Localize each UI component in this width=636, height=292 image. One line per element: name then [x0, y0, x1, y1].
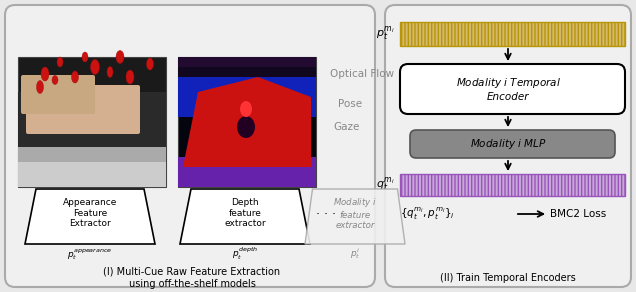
FancyBboxPatch shape	[400, 64, 625, 114]
FancyBboxPatch shape	[410, 130, 615, 158]
Text: (I) Multi-Cue Raw Feature Extraction: (I) Multi-Cue Raw Feature Extraction	[104, 267, 280, 277]
FancyBboxPatch shape	[26, 85, 140, 134]
Ellipse shape	[82, 52, 88, 62]
Text: $p_t^{m_i}$: $p_t^{m_i}$	[377, 25, 395, 43]
Text: Optical Flow: Optical Flow	[330, 69, 394, 79]
Text: Depth
feature
extractor: Depth feature extractor	[224, 198, 266, 228]
FancyBboxPatch shape	[385, 5, 631, 287]
Bar	[400, 22, 625, 46]
Text: $p_t^{i}$: $p_t^{i}$	[350, 246, 360, 261]
Text: Gaze: Gaze	[333, 122, 359, 132]
Text: Modality $i$
feature
extractor: Modality $i$ feature extractor	[333, 196, 377, 230]
Text: $p_t^{appearance}$: $p_t^{appearance}$	[67, 246, 113, 262]
Text: $p_t^{depth}$: $p_t^{depth}$	[232, 246, 258, 262]
Ellipse shape	[71, 71, 78, 83]
Text: using off-the-shelf models: using off-the-shelf models	[128, 279, 256, 289]
Ellipse shape	[41, 67, 49, 81]
Ellipse shape	[116, 51, 124, 63]
Bar	[178, 57, 316, 117]
Bar	[18, 162, 166, 187]
Ellipse shape	[146, 58, 153, 70]
Ellipse shape	[237, 116, 255, 138]
Text: (II) Train Temporal Encoders: (II) Train Temporal Encoders	[440, 273, 576, 283]
Polygon shape	[25, 189, 155, 244]
FancyBboxPatch shape	[21, 75, 95, 114]
Ellipse shape	[36, 81, 43, 93]
Text: $\{q_t^{m_i}, p_t^{m_i}\}_i$: $\{q_t^{m_i}, p_t^{m_i}\}_i$	[400, 206, 455, 222]
Bar	[18, 147, 166, 187]
Ellipse shape	[57, 57, 63, 67]
Polygon shape	[305, 189, 405, 244]
Bar	[178, 57, 316, 187]
Text: Pose: Pose	[338, 99, 362, 109]
Bar	[18, 92, 166, 147]
Text: $q_t^{m_i}$: $q_t^{m_i}$	[377, 176, 395, 194]
Bar	[18, 57, 166, 187]
Bar	[178, 157, 316, 187]
Bar	[400, 174, 625, 196]
Polygon shape	[183, 77, 311, 167]
Ellipse shape	[240, 101, 252, 117]
Ellipse shape	[90, 60, 99, 74]
Text: Modality $i$ MLP: Modality $i$ MLP	[469, 137, 546, 151]
Text: . . . .: . . . .	[316, 204, 344, 216]
Text: Modality $i$ Temporal
Encoder: Modality $i$ Temporal Encoder	[455, 76, 560, 102]
Ellipse shape	[107, 67, 113, 77]
Ellipse shape	[126, 70, 134, 84]
Bar	[178, 57, 316, 77]
Text: Appearance
Feature
Extractor: Appearance Feature Extractor	[63, 198, 117, 228]
Polygon shape	[180, 189, 310, 244]
Bar	[178, 57, 316, 67]
Ellipse shape	[52, 76, 58, 84]
Text: BMC2 Loss: BMC2 Loss	[550, 209, 606, 219]
FancyBboxPatch shape	[5, 5, 375, 287]
